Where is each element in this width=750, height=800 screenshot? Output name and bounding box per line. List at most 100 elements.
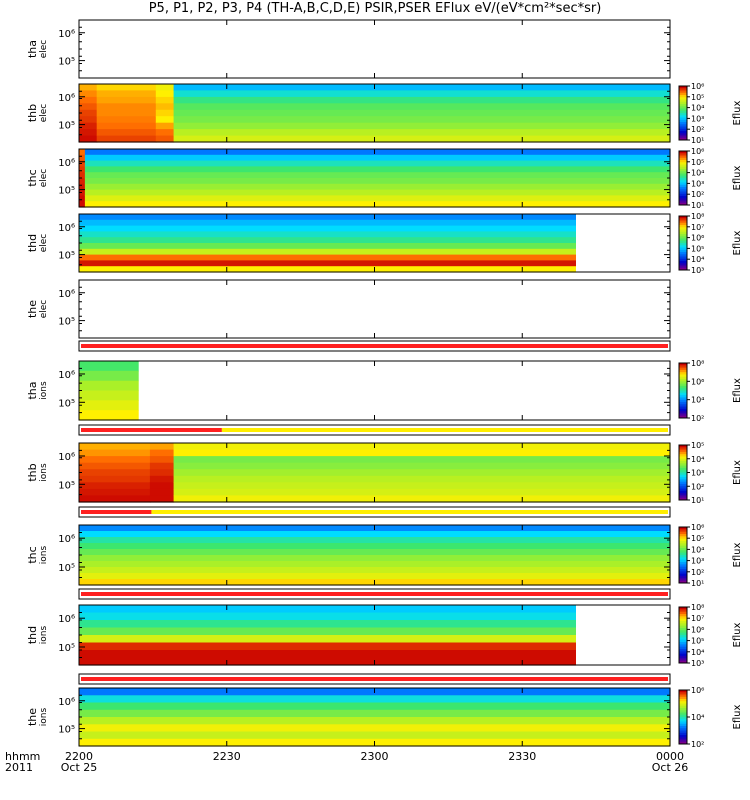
panel-species-label: ions	[39, 707, 49, 726]
colorbar-segment	[679, 388, 687, 391]
colorbar-tick-label: 10⁷	[691, 614, 704, 623]
colorbar-segment	[679, 408, 687, 412]
heatmap-cell	[96, 96, 157, 104]
colorbar-segment	[679, 86, 687, 89]
heatmap-cell	[79, 201, 86, 208]
colorbar-segment	[679, 133, 687, 136]
colorbar-segment	[679, 153, 687, 156]
heatmap-cell	[79, 243, 576, 250]
colorbar-frame	[678, 150, 688, 206]
colorbar-segment	[679, 566, 687, 570]
colorbar-segment	[679, 369, 687, 373]
colorbar-segment	[679, 198, 687, 201]
y-tick-label: 10⁵	[58, 563, 75, 574]
heatmap-cell	[155, 116, 175, 124]
colorbar-segment	[679, 222, 687, 226]
colorbar-segment	[679, 166, 687, 170]
colorbar-segment	[679, 735, 687, 738]
y-tick-label: 10⁶	[58, 29, 75, 40]
heatmap-cell	[173, 116, 671, 124]
colorbar-segment	[679, 162, 687, 165]
colorbar-segment	[679, 184, 687, 188]
colorbar-segment	[679, 642, 687, 645]
heatmap-cell	[79, 400, 139, 411]
panel-probe-label: the	[26, 300, 39, 318]
heatmap-cell	[84, 166, 671, 173]
colorbar-segment	[679, 552, 687, 556]
heatmap-cell	[79, 166, 86, 173]
y-tick-label: 10⁵	[58, 317, 75, 328]
panel-probe-label: tha	[26, 381, 39, 399]
y-tick-label: 10⁵	[58, 251, 75, 262]
colorbar-segment	[679, 656, 687, 659]
colorbar-tick-label: 10⁵	[691, 534, 704, 543]
heatmap-cell	[96, 109, 157, 117]
colorbar-segment	[679, 454, 687, 457]
heatmap-cell	[149, 488, 175, 497]
colorbar-tick-label: 10³	[691, 179, 704, 188]
colorbar-segment	[679, 701, 687, 704]
heatmap-cell	[84, 195, 671, 202]
heatmap-cell	[79, 96, 98, 104]
x-tick-label: 2300	[361, 750, 389, 763]
colorbar-segment	[679, 404, 687, 408]
colorbar-segment	[679, 479, 687, 483]
colorbar-frame	[678, 85, 688, 141]
colorbar-tick-label: 10⁵	[691, 93, 704, 102]
colorbar-segment	[679, 365, 687, 369]
colorbar-segment	[679, 614, 687, 617]
mode-bar-red	[81, 677, 668, 681]
panel-probe-label: tha	[26, 40, 39, 58]
heatmap-cell	[155, 129, 175, 137]
heatmap-cell	[84, 154, 671, 162]
x-axis-year-label: 2011	[5, 761, 33, 774]
y-tick-label: 10⁶	[58, 370, 75, 381]
heatmap-cell	[79, 605, 576, 614]
heatmap-cell	[149, 449, 175, 457]
colorbar-segment	[679, 741, 687, 745]
heatmap-cell	[173, 109, 671, 117]
the-ions-heatmap	[79, 688, 671, 747]
colorbar-segment	[679, 227, 687, 230]
colorbar-label: Eflux	[732, 704, 743, 729]
colorbar-segment	[679, 644, 687, 648]
heatmap-cell	[84, 183, 671, 191]
heatmap-cell	[79, 172, 86, 179]
colorbar-segment	[679, 399, 687, 403]
colorbar-segment	[679, 728, 687, 731]
colorbar-frame	[678, 215, 688, 271]
colorbar-segment	[679, 238, 687, 242]
colorbar-tick-label: 10⁶	[691, 147, 704, 156]
y-tick-label: 10⁵	[58, 398, 75, 409]
colorbar-segment	[679, 247, 687, 251]
colorbar-segment	[679, 97, 687, 100]
colorbar-segment	[679, 128, 687, 132]
heatmap-cell	[79, 219, 576, 227]
heatmap-cell	[173, 96, 671, 104]
colorbar-tick-label: 10⁶	[691, 234, 704, 243]
colorbar-segment	[679, 385, 687, 389]
y-tick-label: 10⁵	[58, 725, 75, 736]
heatmap-cell	[155, 84, 175, 91]
heatmap-cell	[79, 462, 151, 470]
heatmap-cell	[79, 456, 151, 464]
colorbar-segment	[679, 527, 687, 530]
colorbar-segment	[679, 458, 687, 462]
x-tick-sublabel: Oct 26	[652, 761, 689, 774]
heatmap-cell	[84, 149, 671, 156]
colorbar-tick-label: 10⁶	[691, 625, 704, 634]
panel-species-label: elec	[39, 104, 49, 123]
colorbar-segment	[679, 632, 687, 636]
colorbar-segment	[679, 495, 687, 499]
colorbar-segment	[679, 653, 687, 657]
y-tick-label: 10⁶	[58, 534, 75, 545]
colorbar-segment	[679, 92, 687, 96]
y-tick-label: 10⁶	[58, 158, 75, 169]
panel-species-label: ions	[39, 625, 49, 644]
thd-ions-heatmap	[79, 605, 576, 666]
colorbar-segment	[679, 95, 687, 98]
colorbar-segment	[679, 169, 687, 172]
heatmap-cell	[79, 231, 576, 238]
colorbar-segment	[679, 723, 687, 727]
